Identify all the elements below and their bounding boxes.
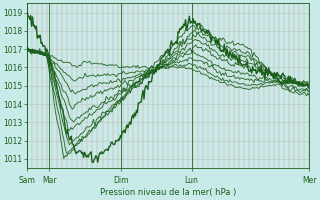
X-axis label: Pression niveau de la mer( hPa ): Pression niveau de la mer( hPa ) bbox=[100, 188, 236, 197]
